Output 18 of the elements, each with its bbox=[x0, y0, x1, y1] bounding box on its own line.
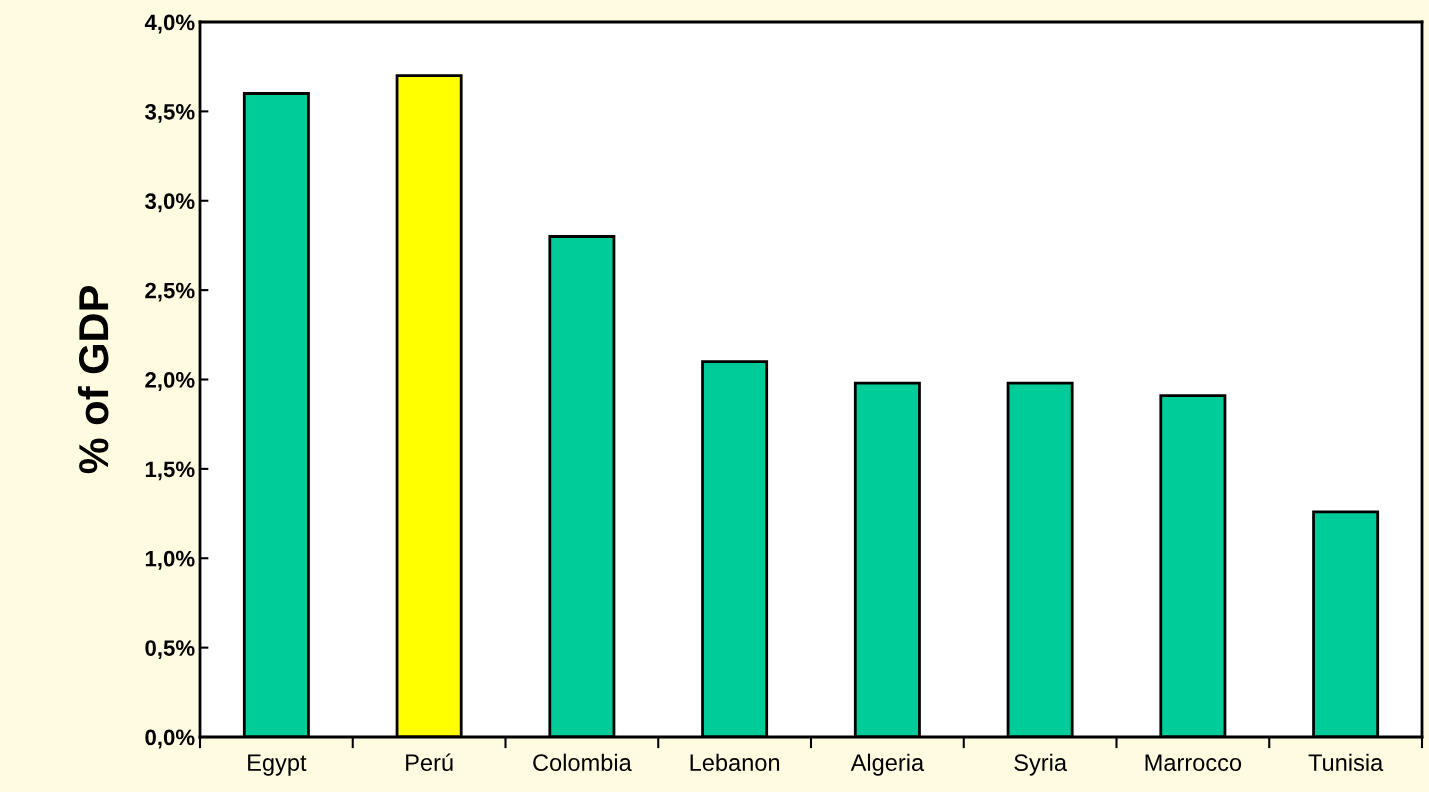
y-tick-label: 0,5% bbox=[145, 640, 195, 660]
y-tick-label: 2,5% bbox=[145, 282, 195, 302]
x-tick-label: Algeria bbox=[850, 753, 925, 776]
y-tick-label: 1,5% bbox=[145, 461, 195, 481]
x-tick-label: Perú bbox=[406, 753, 453, 772]
x-tick-label: Syria bbox=[1014, 753, 1068, 776]
x-tick-label: Egypt bbox=[248, 754, 307, 776]
y-tick-label: 2,0% bbox=[145, 372, 195, 391]
y-tick-label: 1,0% bbox=[145, 550, 195, 570]
y-axis-title: % of GDP bbox=[77, 286, 109, 474]
x-tick-label: Tunisia bbox=[1308, 753, 1384, 772]
y-tick-label: 0,0% bbox=[145, 729, 195, 749]
x-tick-label: Colombia bbox=[533, 753, 632, 772]
y-tick-label: 3,0% bbox=[145, 193, 195, 213]
y-tick-label: 3,5% bbox=[145, 103, 195, 123]
x-tick-label: Lebanon bbox=[690, 753, 780, 772]
y-tick-label: 4,0% bbox=[144, 14, 195, 34]
x-tick-label: Marrocco bbox=[1145, 754, 1242, 772]
